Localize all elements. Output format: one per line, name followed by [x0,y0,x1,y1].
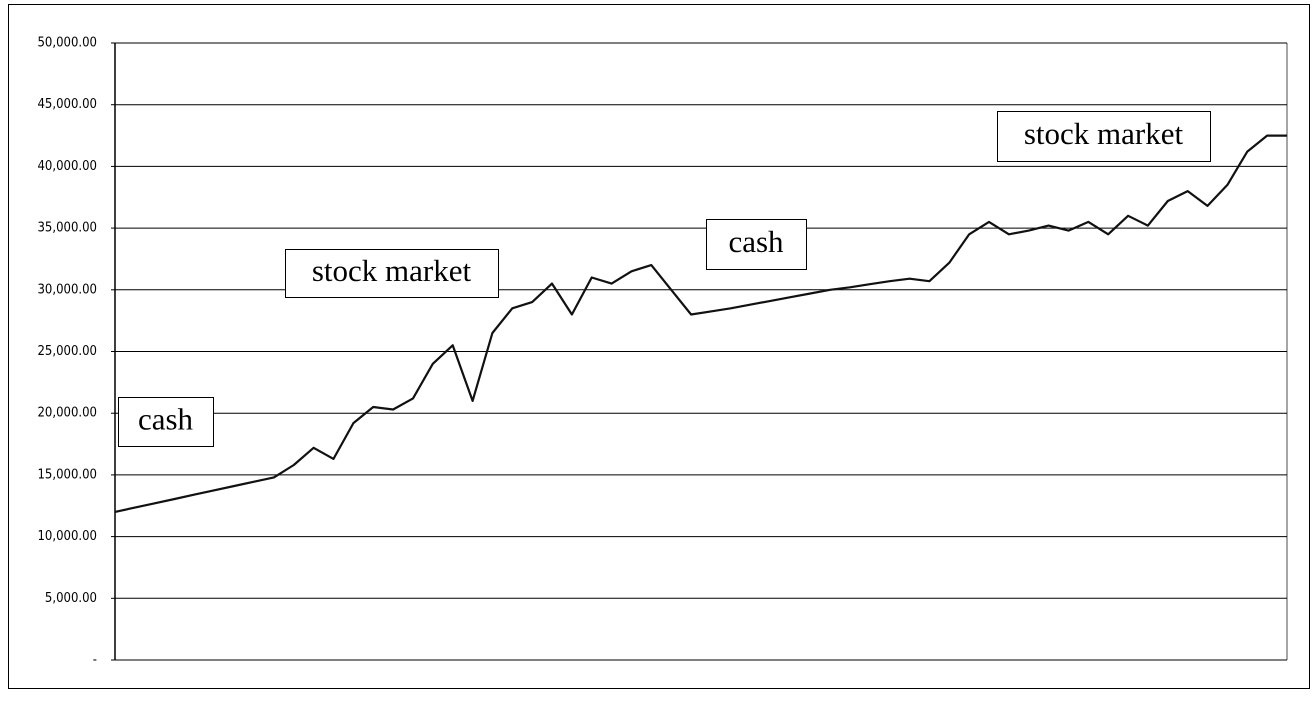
annotation: stock market [312,253,472,288]
y-tick-label: 25,000.00 [37,344,97,359]
annotation-box [285,249,499,298]
y-tick-label: 50,000.00 [37,36,97,51]
annotation: cash [138,402,194,437]
y-tick-label: 20,000.00 [37,406,97,421]
annotation-box [118,397,214,447]
annotation-box [706,219,807,270]
y-tick-label: 5,000.00 [45,591,97,606]
y-tick-label: 40,000.00 [37,159,97,174]
annotation: cash [728,224,784,259]
data-line [114,134,1287,513]
annotation: stock market [1024,116,1184,151]
y-tick-label: - [93,653,97,668]
y-tick-label: 15,000.00 [37,467,97,482]
y-tick-label: 10,000.00 [37,529,97,544]
annotation-box [997,111,1211,162]
y-tick-label: 45,000.00 [37,97,97,112]
y-tick-label: 35,000.00 [37,221,97,236]
chart-frame [8,4,1310,689]
y-tick-label: 30,000.00 [37,282,97,297]
